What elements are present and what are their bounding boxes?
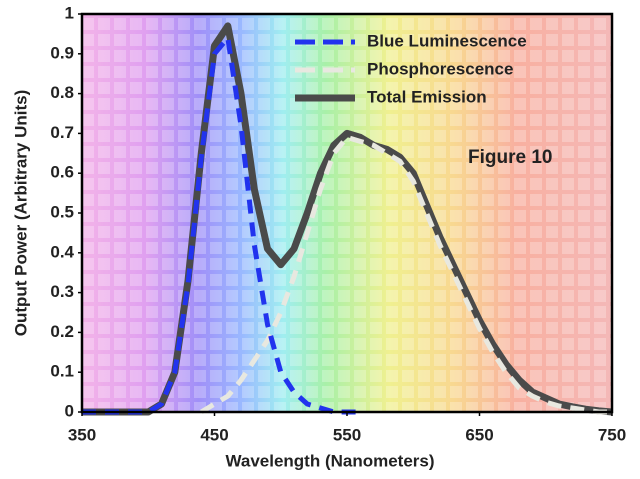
y-tick-label: 0.5 [50, 202, 74, 221]
y-axis-label: Output Power (Arbitrary Units) [11, 90, 30, 337]
y-tick-label: 0.6 [50, 163, 74, 182]
series-line [200, 134, 612, 415]
annotation: Figure 10 [468, 147, 552, 168]
x-tick-label: 650 [465, 425, 493, 444]
y-tick-label: 1 [65, 3, 74, 22]
x-tick-label: 750 [598, 425, 626, 444]
x-axis-label: Wavelength (Nanometers) [225, 451, 434, 470]
x-tick-label: 350 [68, 425, 96, 444]
y-tick-label: 0 [65, 401, 74, 420]
legend-label: Total Emission [367, 87, 487, 106]
y-tick-label: 0.8 [50, 83, 74, 102]
y-tick-label: 0.2 [50, 322, 74, 341]
y-tick-label: 0.4 [50, 242, 74, 261]
legend-label: Blue Luminescence [367, 31, 527, 50]
y-tick-label: 0.3 [50, 282, 74, 301]
y-tick-label: 0.9 [50, 43, 74, 62]
plot-texture [82, 14, 612, 412]
x-tick-label: 450 [200, 425, 228, 444]
y-tick-label: 0.7 [50, 123, 74, 142]
x-tick-label: 550 [333, 425, 361, 444]
y-tick-label: 0.1 [50, 362, 74, 381]
legend-label: Phosphorescence [367, 59, 513, 78]
